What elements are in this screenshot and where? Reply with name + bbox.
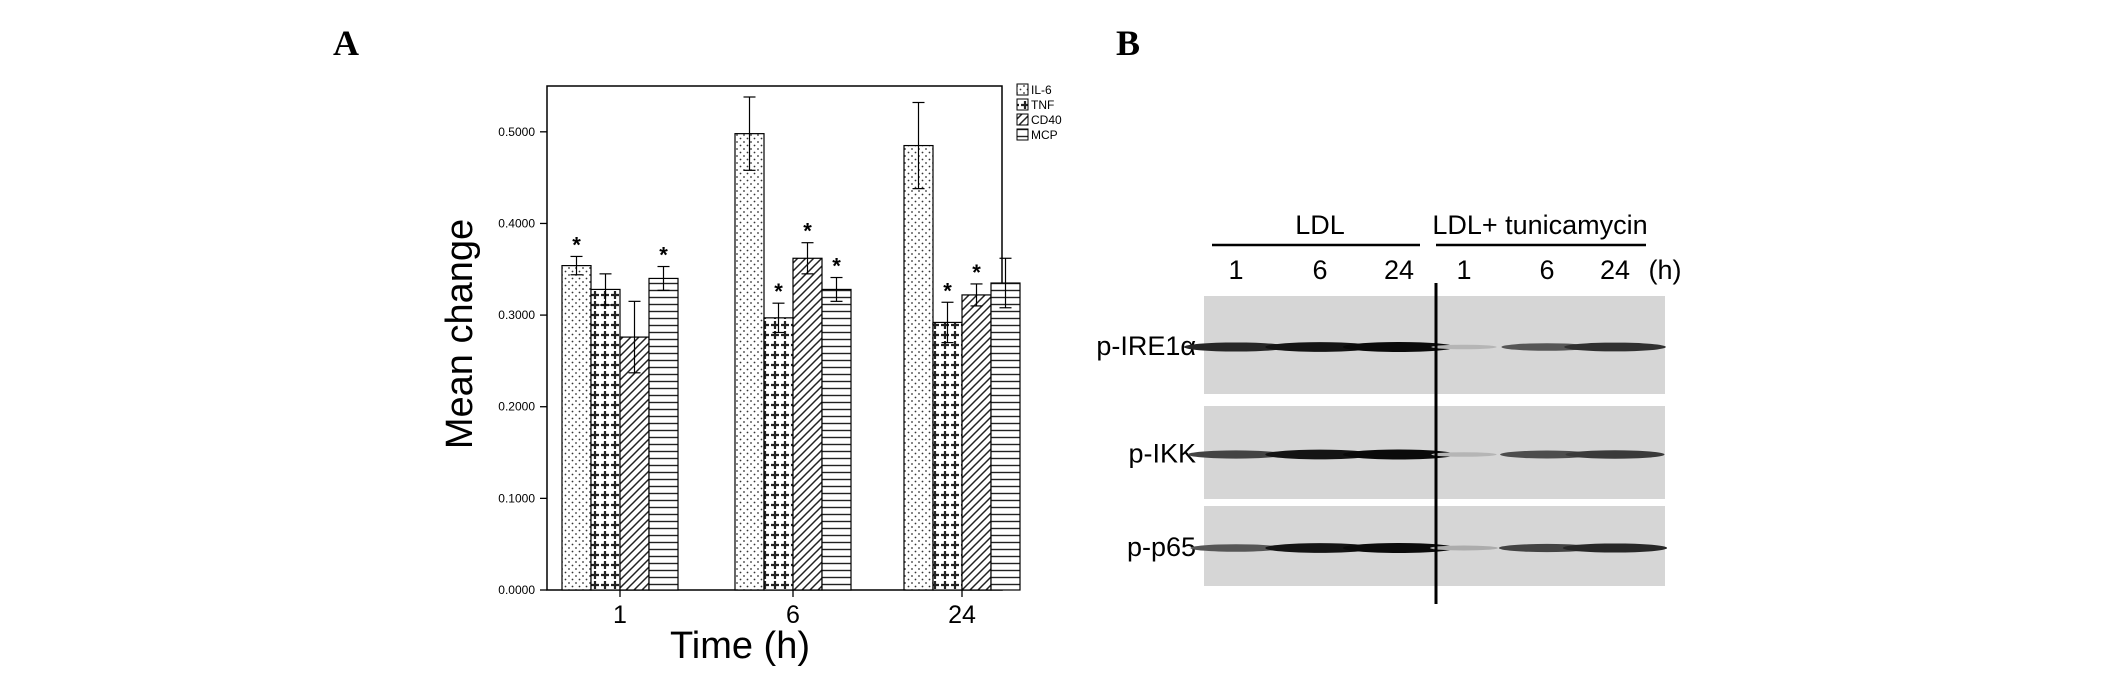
legend-swatch xyxy=(1016,98,1029,111)
x-axis: 1 6 24 xyxy=(613,590,976,629)
legend-swatch xyxy=(1016,128,1029,141)
x-tick-label: 1 xyxy=(613,601,627,629)
legend-swatch xyxy=(1016,83,1029,96)
panel-label-b: B xyxy=(1116,23,1141,63)
blot-band xyxy=(1564,342,1666,352)
lane-label: 1 xyxy=(1456,255,1471,285)
y-tick-label: 0.4000 xyxy=(498,216,535,230)
lane-unit-label: (h) xyxy=(1649,255,1682,285)
blot-row-label: p-IRE1α xyxy=(1096,331,1196,361)
significance-marker: * xyxy=(832,254,841,279)
y-tick-label: 0.5000 xyxy=(498,125,535,139)
blot-band xyxy=(1265,449,1375,460)
bar xyxy=(903,144,934,591)
blot-row-label: p-IKK xyxy=(1128,439,1196,469)
blot-band xyxy=(1187,450,1285,459)
y-tick-label: 0.0000 xyxy=(498,583,535,597)
blot-row-label: p-p65 xyxy=(1127,532,1196,562)
significance-marker: * xyxy=(572,232,581,257)
group-label-tunicamycin: LDL+ tunicamycin xyxy=(1432,210,1647,240)
legend-entry: CD40 xyxy=(1031,113,1062,127)
bar xyxy=(590,288,621,591)
bar xyxy=(648,277,679,591)
blot-band xyxy=(1265,342,1375,352)
legend-entry: TNF xyxy=(1031,98,1054,112)
legend-swatch xyxy=(1016,113,1029,126)
bar xyxy=(619,336,650,591)
blot-band xyxy=(1562,543,1668,553)
lane-label: 1 xyxy=(1228,255,1243,285)
bar xyxy=(961,294,992,591)
bar xyxy=(734,133,765,591)
lane-label: 24 xyxy=(1600,255,1630,285)
y-tick-label: 0.3000 xyxy=(498,308,535,322)
blot-band xyxy=(1565,450,1665,459)
blot-band xyxy=(1183,342,1289,352)
blot-band xyxy=(1431,344,1497,350)
significance-marker: * xyxy=(972,260,981,285)
y-axis-label: Mean change xyxy=(439,219,481,449)
significance-marker: * xyxy=(803,219,812,244)
western-blot: LDL LDL+ tunicamycin 1 6 24 1 6 24 (h) p-IRE1… xyxy=(1096,210,1682,604)
panel-label-a: A xyxy=(333,23,359,63)
bar xyxy=(561,265,592,591)
bar xyxy=(792,257,823,591)
blot-band xyxy=(1343,342,1455,352)
lane-label: 6 xyxy=(1312,255,1327,285)
legend-entry: MCP xyxy=(1031,128,1058,142)
blot-band xyxy=(1500,450,1594,459)
group-label-ldl: LDL xyxy=(1295,210,1345,240)
bar xyxy=(932,321,963,591)
lane-label: 6 xyxy=(1539,255,1554,285)
bar xyxy=(821,288,852,591)
bars: * * * * * * * xyxy=(561,96,1021,591)
y-tick-label: 0.2000 xyxy=(498,400,535,414)
y-axis: 0.0000 0.1000 0.2000 0.3000 0.4000 0.5000 xyxy=(498,125,547,597)
blot-rows: p-IRE1α p-IKK p-p65 xyxy=(1096,296,1668,586)
significance-marker: * xyxy=(659,243,668,268)
bar xyxy=(763,317,794,591)
blot-band xyxy=(1265,543,1375,553)
x-tick-label: 6 xyxy=(786,601,800,629)
lane-label: 24 xyxy=(1384,255,1414,285)
y-tick-label: 0.1000 xyxy=(498,491,535,505)
significance-marker: * xyxy=(943,278,952,303)
x-axis-label: Time (h) xyxy=(670,625,810,667)
x-tick-label: 24 xyxy=(948,601,976,629)
blot-band xyxy=(1431,452,1497,457)
legend-entry: IL-6 xyxy=(1031,83,1052,97)
lane-labels: 1 6 24 1 6 24 xyxy=(1228,255,1630,285)
bar xyxy=(990,282,1021,591)
blot-band xyxy=(1343,449,1455,460)
blot-band xyxy=(1430,545,1498,551)
blot-band xyxy=(1343,543,1455,553)
significance-marker: * xyxy=(774,279,783,304)
blot-band xyxy=(1190,544,1282,552)
